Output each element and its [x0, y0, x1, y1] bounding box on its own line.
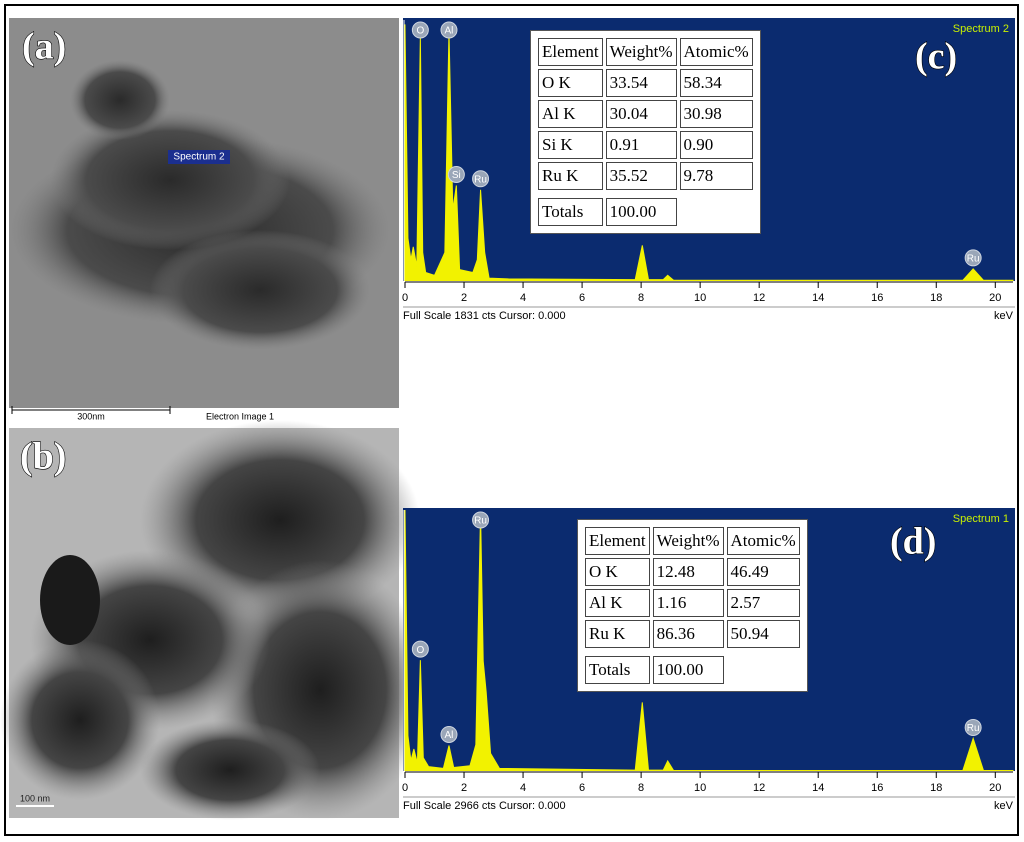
x-tick-label: 12	[753, 782, 765, 794]
footer: Full Scale 1831 cts Cursor: 0.000	[403, 310, 566, 322]
peak-marker	[440, 725, 458, 743]
panel-label: (d)	[890, 521, 936, 563]
table-cell: 2.57	[726, 589, 800, 617]
x-tick-label: 4	[520, 292, 526, 304]
table-cell: 0.91	[605, 131, 677, 159]
spectrum-area	[404, 24, 1014, 282]
x-axis-label: keV	[994, 310, 1014, 322]
scale-label: 300nm	[77, 411, 105, 421]
peak-label: Si	[452, 170, 461, 181]
peak-marker	[964, 249, 982, 267]
table-cell: 33.54	[605, 69, 677, 97]
table-cell: O K	[585, 558, 650, 586]
peak-label: O	[416, 645, 424, 656]
panel-label: (a)	[22, 26, 66, 68]
table-cell: Al K	[538, 100, 603, 128]
table-cell: Si K	[538, 131, 603, 159]
header-cell: Atomic%	[726, 527, 800, 555]
peak-marker	[411, 21, 429, 39]
x-tick-label: 14	[812, 782, 824, 794]
peak-label: Ru	[967, 254, 980, 265]
table-cell: 50.94	[726, 620, 800, 648]
table-cell: 46.49	[726, 558, 800, 586]
x-tick-label: 12	[753, 292, 765, 304]
x-tick-label: 8	[638, 292, 644, 304]
footer: Full Scale 2966 cts Cursor: 0.000	[403, 800, 566, 812]
table-cell: 1.16	[652, 589, 724, 617]
spectrum-area	[404, 509, 1014, 772]
table-cell: Ru K	[538, 162, 603, 190]
x-axis-label: keV	[994, 800, 1014, 812]
peak-label: Al	[445, 730, 454, 741]
table-cell: 30.98	[679, 100, 753, 128]
x-tick-label: 18	[930, 292, 942, 304]
x-tick-label: 0	[402, 292, 408, 304]
x-tick-label: 0	[402, 782, 408, 794]
peak-marker	[964, 718, 982, 736]
peak-marker	[472, 511, 490, 529]
header-cell: Weight%	[605, 38, 677, 66]
x-axis-strip	[403, 771, 1015, 797]
panel-label: (c)	[915, 36, 957, 78]
total-cell: 100.00	[652, 656, 724, 684]
spectrum-title: Spectrum 2	[953, 23, 1009, 35]
peak-marker	[472, 170, 490, 188]
total-cell: Totals	[585, 656, 650, 684]
composition-table: Element Weight% Atomic% O K 12.48 46.49 Al K 1.…	[577, 519, 808, 692]
peak-marker	[447, 165, 465, 183]
frame	[4, 4, 1019, 836]
tem-image-a: Spectrum 2 300nm Electron Image 1 (a)	[9, 18, 399, 426]
peak-label: O	[416, 26, 424, 37]
peak-label: Al	[445, 26, 454, 37]
peak-marker	[411, 640, 429, 658]
x-tick-label: 8	[638, 782, 644, 794]
x-tick-label: 6	[579, 292, 585, 304]
peak-label: Ru	[474, 516, 487, 527]
table-cell: Ru K	[585, 620, 650, 648]
composition-table: Element Weight% Atomic% O K 33.54 58.34 Al K 30…	[530, 30, 761, 234]
spectrum-marker: Spectrum 2	[173, 152, 225, 163]
x-tick-label: 10	[694, 782, 706, 794]
peak-label: Ru	[474, 174, 487, 185]
table-cell: Al K	[585, 589, 650, 617]
header-cell: Element	[585, 527, 650, 555]
x-axis-strip	[403, 281, 1015, 307]
x-tick-label: 18	[930, 782, 942, 794]
table-cell: 12.48	[652, 558, 724, 586]
peak-label: Ru	[967, 723, 980, 734]
x-tick-label: 10	[694, 292, 706, 304]
table-cell: 9.78	[679, 162, 753, 190]
x-tick-label: 14	[812, 292, 824, 304]
peak-marker	[440, 21, 458, 39]
x-tick-label: 16	[871, 782, 883, 794]
table-cell: O K	[538, 69, 603, 97]
table-cell: 58.34	[679, 69, 753, 97]
panel-label: (b)	[20, 436, 66, 478]
spectrum-title: Spectrum 1	[953, 513, 1009, 525]
x-tick-label: 6	[579, 782, 585, 794]
x-tick-label: 20	[989, 292, 1001, 304]
header-cell: Atomic%	[679, 38, 753, 66]
table-cell: 86.36	[652, 620, 724, 648]
scale-label: 100 nm	[20, 793, 50, 803]
x-tick-label: 4	[520, 782, 526, 794]
table-cell: 35.52	[605, 162, 677, 190]
table-cell: 0.90	[679, 131, 753, 159]
x-tick-label: 16	[871, 292, 883, 304]
x-tick-label: 2	[461, 292, 467, 304]
x-tick-label: 2	[461, 782, 467, 794]
table-cell: 30.04	[605, 100, 677, 128]
total-cell: 100.00	[605, 198, 677, 226]
image-caption: Electron Image 1	[206, 411, 274, 421]
header-cell: Weight%	[652, 527, 724, 555]
header-cell: Element	[538, 38, 603, 66]
total-cell: Totals	[538, 198, 603, 226]
x-tick-label: 20	[989, 782, 1001, 794]
tem-image-b: 100 nm (b)	[0, 420, 430, 820]
